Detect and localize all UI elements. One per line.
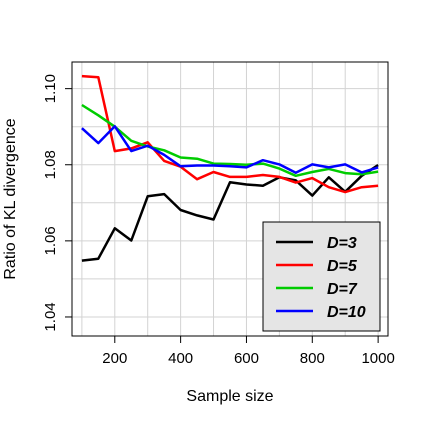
- y-axis-label: Ratio of KL divergence: [2, 118, 19, 279]
- x-tick-label: 1000: [361, 350, 394, 367]
- y-tick-label: 1.06: [42, 226, 59, 255]
- legend-box: [262, 221, 381, 332]
- legend: D=3 D=5 D=7 D=10: [262, 221, 381, 332]
- series-line-d5: [81, 74, 379, 194]
- series-line-d7: [81, 103, 379, 178]
- series-line-d3: [81, 164, 379, 262]
- x-tick-label: 600: [234, 350, 259, 367]
- legend-entry-label: D=3: [327, 235, 357, 252]
- series-line-d10: [81, 125, 379, 174]
- plot-frame: [71, 61, 389, 337]
- y-tick-label: 1.04: [42, 302, 59, 331]
- x-tick-label: 800: [300, 350, 325, 367]
- y-tick-label: 1.10: [42, 74, 59, 103]
- legend-entry-label: D=7: [327, 281, 358, 298]
- legend-entry-label: D=5: [327, 258, 358, 275]
- x-axis-label: Sample size: [186, 388, 273, 405]
- y-axis: 1.04 1.06 1.08 1.10: [42, 74, 72, 332]
- y-tick-label: 1.08: [42, 150, 59, 179]
- series-lines: [81, 74, 379, 262]
- x-tick-label: 400: [168, 350, 193, 367]
- legend-entry-label: D=10: [327, 304, 366, 321]
- x-axis: 200 400 600 800 1000: [102, 336, 395, 367]
- x-tick-label: 200: [102, 350, 127, 367]
